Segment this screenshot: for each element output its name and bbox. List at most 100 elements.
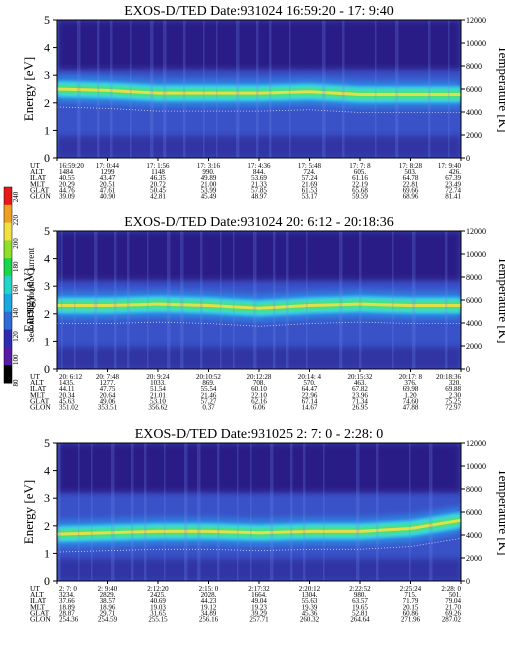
table-cell: 463. bbox=[354, 379, 367, 387]
low-energy-region bbox=[57, 135, 461, 158]
table-cell: 52.81 bbox=[352, 609, 368, 617]
table-cell: 1484 bbox=[59, 168, 74, 176]
streak bbox=[114, 231, 117, 369]
table-cell: 6.06 bbox=[253, 404, 266, 412]
streak bbox=[356, 443, 360, 581]
table-cell: 69.26 bbox=[445, 609, 461, 617]
table-cell: 50.45 bbox=[150, 186, 166, 194]
table-cell: 256.16 bbox=[199, 616, 219, 624]
y2-tick-label: 12000 bbox=[466, 227, 486, 236]
streak bbox=[237, 443, 239, 581]
streak bbox=[253, 231, 257, 369]
table-cell: 57.24 bbox=[302, 174, 318, 182]
streak bbox=[200, 231, 203, 369]
streak bbox=[220, 231, 222, 369]
streak bbox=[184, 443, 188, 581]
table-cell: 64.47 bbox=[302, 385, 318, 393]
streak bbox=[342, 20, 345, 158]
row-label: UT bbox=[30, 372, 40, 381]
table-cell: 17: 0:44 bbox=[96, 162, 120, 170]
colorbar-segment bbox=[4, 293, 12, 313]
table-cell: 18.96 bbox=[100, 603, 116, 611]
table-cell: 20:10:52 bbox=[196, 373, 221, 381]
streak bbox=[409, 443, 411, 581]
table-cell: 3234. bbox=[59, 591, 75, 599]
streak bbox=[412, 231, 416, 369]
table-cell: 17: 8:28 bbox=[399, 162, 423, 170]
table-cell: 2:20:12 bbox=[299, 585, 321, 593]
table-cell: 61.16 bbox=[352, 174, 368, 182]
y2-tick-label: 2000 bbox=[466, 342, 482, 351]
table-cell: 72.74 bbox=[445, 186, 461, 194]
y-tick-label: 2 bbox=[44, 519, 50, 533]
table-cell: 47.88 bbox=[403, 404, 419, 412]
table-cell: 34.89 bbox=[201, 609, 217, 617]
table-cell: 62.16 bbox=[251, 397, 267, 405]
table-cell: 44.76 bbox=[59, 186, 75, 194]
y-tick-label: 4 bbox=[44, 41, 50, 55]
row-label: GLON bbox=[30, 403, 51, 412]
table-cell: 2.30 bbox=[449, 391, 462, 399]
row-label: GLON bbox=[30, 615, 51, 624]
table-cell: 40.69 bbox=[150, 597, 166, 605]
streak bbox=[289, 20, 291, 158]
streak bbox=[303, 443, 306, 581]
table-cell: 19.23 bbox=[251, 603, 267, 611]
streak bbox=[323, 443, 325, 581]
table-cell: 17: 3:16 bbox=[197, 162, 221, 170]
table-cell: 503. bbox=[404, 168, 417, 176]
y-tick-label: 5 bbox=[44, 436, 50, 450]
colorbar-tick-label: 200 bbox=[12, 238, 20, 249]
streak bbox=[233, 231, 235, 369]
table-cell: 1148 bbox=[151, 168, 165, 176]
table-cell: 71.79 bbox=[403, 597, 419, 605]
streak bbox=[290, 443, 293, 581]
table-cell: 17: 4:36 bbox=[247, 162, 271, 170]
table-cell: 605. bbox=[354, 168, 367, 176]
table-cell: 844. bbox=[253, 168, 266, 176]
table-cell: 2: 7: 0 bbox=[59, 585, 77, 593]
y-tick-label: 4 bbox=[44, 464, 50, 478]
table-cell: 254.36 bbox=[59, 616, 79, 624]
row-label: MLT bbox=[30, 602, 46, 611]
table-cell: 20:18:36 bbox=[436, 373, 461, 381]
y2-tick-label: 8000 bbox=[466, 62, 482, 71]
table-cell: 21.70 bbox=[445, 603, 461, 611]
table-cell: 67.82 bbox=[352, 385, 368, 393]
table-cell: 708. bbox=[253, 379, 266, 387]
streak bbox=[273, 231, 276, 369]
table-cell: 75.25 bbox=[445, 397, 461, 405]
y-tick-label: 2 bbox=[44, 96, 50, 110]
y2-tick-label: 10000 bbox=[466, 250, 486, 259]
table-cell: 869. bbox=[202, 379, 215, 387]
colorbar-segment bbox=[4, 204, 12, 224]
colorbar-label: Second Harmonic Current bbox=[26, 247, 36, 342]
table-cell: 501. bbox=[449, 591, 462, 599]
table-cell: 17: 5:48 bbox=[298, 162, 322, 170]
y2-axis-label: Temperature [K] bbox=[496, 46, 505, 133]
streak bbox=[448, 20, 450, 158]
y2-tick-label: 4000 bbox=[466, 531, 482, 540]
table-cell: 14.67 bbox=[302, 404, 318, 412]
streak bbox=[375, 20, 377, 158]
colorbar-segment bbox=[4, 276, 12, 295]
y-tick-label: 0 bbox=[44, 362, 50, 376]
y2-tick-label: 8000 bbox=[466, 273, 482, 282]
colorbar-tick-label: 120 bbox=[12, 331, 20, 342]
row-label: ILAT bbox=[30, 384, 47, 393]
table-cell: 71.34 bbox=[352, 397, 368, 405]
streak bbox=[250, 443, 252, 581]
y2-tick-label: 6000 bbox=[466, 85, 482, 94]
table-cell: 255.15 bbox=[148, 616, 168, 624]
high-energy-region bbox=[57, 443, 461, 493]
y2-tick-label: 6000 bbox=[466, 296, 482, 305]
table-cell: 2:25:24 bbox=[400, 585, 422, 593]
streak bbox=[203, 20, 205, 158]
streak bbox=[91, 443, 93, 581]
table-cell: 0.37 bbox=[202, 404, 215, 412]
table-cell: 20.15 bbox=[403, 603, 419, 611]
table-cell: 55.54 bbox=[201, 385, 217, 393]
colorbar-segment bbox=[4, 222, 12, 241]
row-label: UT bbox=[30, 161, 40, 170]
